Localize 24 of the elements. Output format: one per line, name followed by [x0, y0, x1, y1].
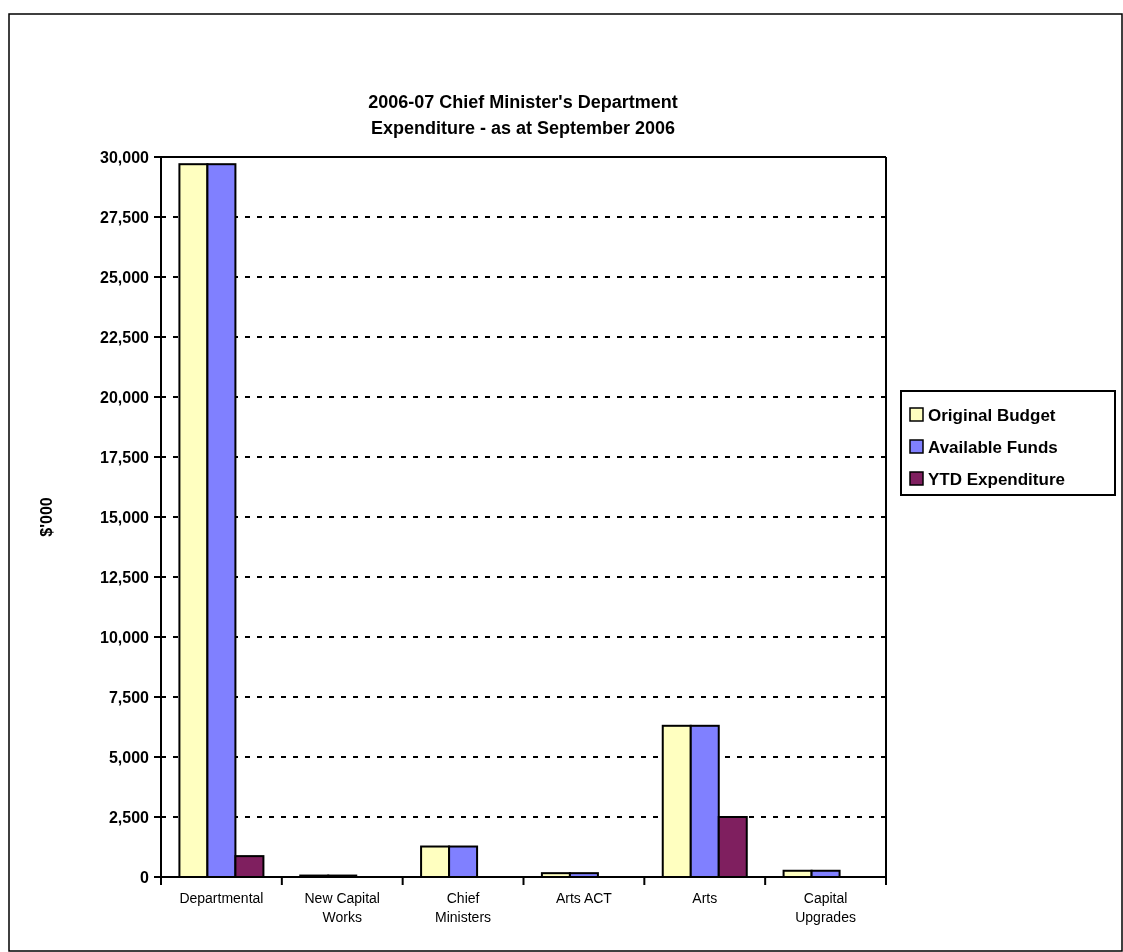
y-tick-label: 2,500 — [108, 808, 150, 826]
y-tick-label: 15,000 — [100, 508, 150, 526]
y-tick-label: 7,500 — [108, 688, 150, 706]
x-tick-label: Capital Upgrades — [795, 890, 856, 925]
y-tick-label: 30,000 — [100, 148, 150, 166]
y-tick-label: 20,000 — [100, 388, 150, 406]
y-axis-title: $'000 — [38, 497, 55, 537]
x-tick-label: Arts ACT — [555, 890, 613, 906]
y-tick-label: 12,500 — [100, 568, 150, 586]
legend-label: Available Funds — [928, 437, 1058, 457]
legend-label: Original Budget — [928, 405, 1056, 425]
y-tick-label: 25,000 — [100, 268, 150, 286]
y-tick-label: 27,500 — [100, 208, 150, 226]
y-tick-label: 22,500 — [100, 328, 150, 346]
chart-title: 2006-07 Chief Minister's Department Expenditure - as at September 2006 — [368, 92, 678, 138]
x-tick-label: Chief Ministers — [435, 890, 492, 925]
legend-label: YTD Expenditure — [928, 469, 1065, 489]
x-tick-label: Departmental — [179, 890, 264, 906]
y-tick-label: 5,000 — [108, 748, 150, 766]
y-tick-label: 10,000 — [100, 628, 150, 646]
y-tick-label: 0 — [140, 868, 150, 886]
y-tick-label: 17,500 — [100, 448, 150, 466]
x-tick-label: New Capital Works — [304, 890, 380, 925]
x-tick-label: Arts — [692, 890, 718, 906]
